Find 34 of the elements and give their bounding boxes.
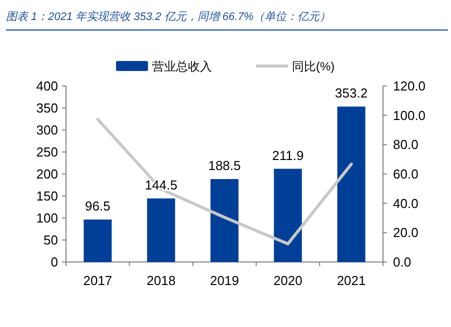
y-tick-label: 350 <box>36 100 58 116</box>
data-label: 188.5 <box>208 158 241 174</box>
data-label: 96.5 <box>85 198 110 214</box>
y-tick-label: 250 <box>36 144 58 160</box>
y-tick-label: 300 <box>36 122 58 138</box>
y-tick-label: 0 <box>50 254 58 270</box>
y2-tick-label: 20.0 <box>393 225 418 240</box>
data-label: 353.2 <box>335 86 368 101</box>
y-tick-label: 400 <box>36 78 58 94</box>
data-label: 211.9 <box>272 148 304 163</box>
data-label: 144.5 <box>144 177 178 192</box>
chart-title: 图表 1：2021 年实现营收 353.2 亿元，同增 66.7%（单位：亿元） <box>6 10 331 23</box>
y-tick-label: 200 <box>36 166 58 182</box>
x-tick-label: 2020 <box>273 273 302 288</box>
legend-label: 同比(%) <box>292 60 335 74</box>
y2-tick-label: 60.0 <box>393 166 418 182</box>
bar <box>274 168 302 262</box>
bar <box>210 179 238 262</box>
bar <box>147 198 176 262</box>
y2-tick-label: 80.0 <box>393 137 418 152</box>
y2-tick-label: 120.0 <box>393 78 426 94</box>
x-tick-label: 2017 <box>83 273 112 288</box>
y2-tick-label: 0.0 <box>393 254 412 270</box>
y2-tick-label: 100.0 <box>393 108 426 123</box>
x-tick-label: 2021 <box>336 273 366 288</box>
bar <box>84 220 112 262</box>
y2-tick-label: 40.0 <box>393 196 418 211</box>
legend-label: 营业总收入 <box>152 60 212 74</box>
x-tick-label: 2018 <box>146 273 176 288</box>
y-tick-label: 150 <box>36 188 58 204</box>
x-tick-label: 2019 <box>210 273 239 288</box>
y-tick-label: 50 <box>44 232 58 248</box>
y-tick-label: 100 <box>36 210 58 226</box>
bar <box>337 106 366 262</box>
